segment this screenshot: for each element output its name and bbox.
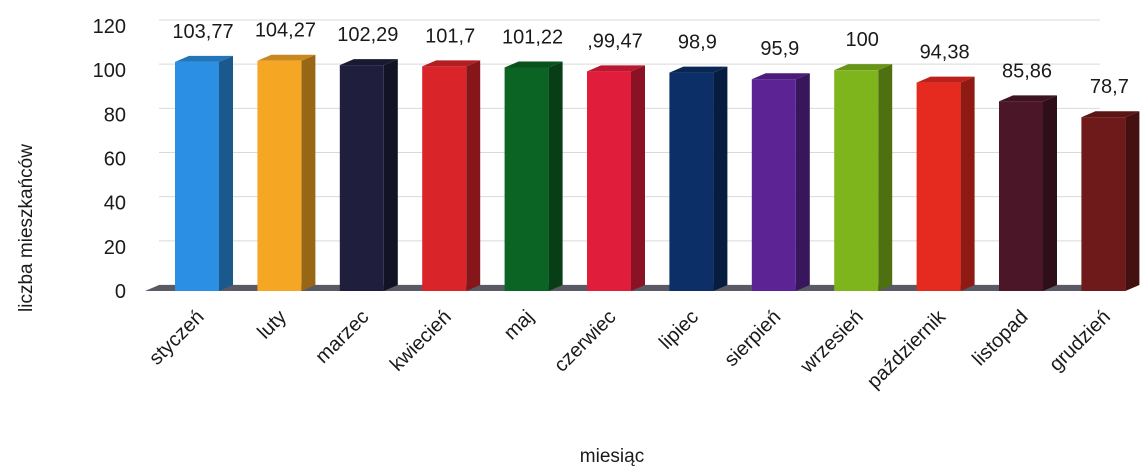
x-axis-categories: styczeń luty marzec kwiecień maj czerwiec lipi… <box>145 305 1115 393</box>
y-axis-ticks: 0 20 40 60 80 100 120 <box>93 16 126 303</box>
bar <box>504 61 563 291</box>
y-tick-label: 40 <box>104 193 126 215</box>
y-tick-label: 100 <box>93 60 126 82</box>
bar <box>257 54 316 291</box>
x-category-label: czerwiec <box>550 306 621 377</box>
x-category-label: październik <box>863 305 951 393</box>
bar <box>834 64 893 292</box>
bars-layer <box>175 54 1140 292</box>
bar-value-label: 104,27 <box>255 20 316 42</box>
x-category-label: marzec <box>311 306 373 368</box>
bar-value-label: 94,38 <box>920 42 970 64</box>
bar <box>916 76 975 291</box>
bar <box>751 73 810 292</box>
bar-value-label: ,99,47 <box>587 30 643 52</box>
value-labels: 103,77 104,27 102,29 101,7 101,22 ,99,47 98,9 9… <box>172 20 1128 98</box>
bar <box>175 55 233 292</box>
bar-value-label: 103,77 <box>172 21 233 43</box>
bar-value-label: 98,9 <box>678 32 717 54</box>
bar <box>587 65 645 291</box>
bar-value-label: 100 <box>846 29 879 51</box>
x-category-label: sierpień <box>720 306 785 371</box>
bar-value-label: 102,29 <box>337 24 398 46</box>
bar-value-label: 78,7 <box>1090 76 1129 98</box>
y-tick-label: 20 <box>104 237 126 259</box>
y-tick-label: 60 <box>104 149 126 171</box>
bar <box>422 60 481 291</box>
bar <box>669 66 728 292</box>
y-tick-label: 120 <box>93 16 126 38</box>
bar <box>999 95 1057 291</box>
y-axis-title: liczba mieszkańców <box>16 144 37 312</box>
bar <box>1081 111 1140 292</box>
bar-value-label: 85,86 <box>1002 60 1052 82</box>
y-tick-label: 80 <box>104 104 126 126</box>
x-category-label: wrzesień <box>796 306 868 378</box>
x-category-label: styczeń <box>145 306 209 370</box>
bar-value-label: 95,9 <box>760 38 799 60</box>
bar <box>339 59 398 291</box>
bar-value-label: 101,7 <box>425 25 475 47</box>
x-axis-title: miesiąc <box>580 446 644 467</box>
x-category-label: luty <box>253 306 291 344</box>
x-category-label: kwiecień <box>386 306 456 376</box>
bar-value-label: 101,22 <box>502 26 563 48</box>
x-category-label: maj <box>500 306 538 344</box>
x-category-label: grudzień <box>1045 306 1115 376</box>
y-tick-label: 0 <box>115 281 126 303</box>
x-category-label: listopad <box>968 306 1032 370</box>
x-category-label: lipiec <box>655 306 703 354</box>
